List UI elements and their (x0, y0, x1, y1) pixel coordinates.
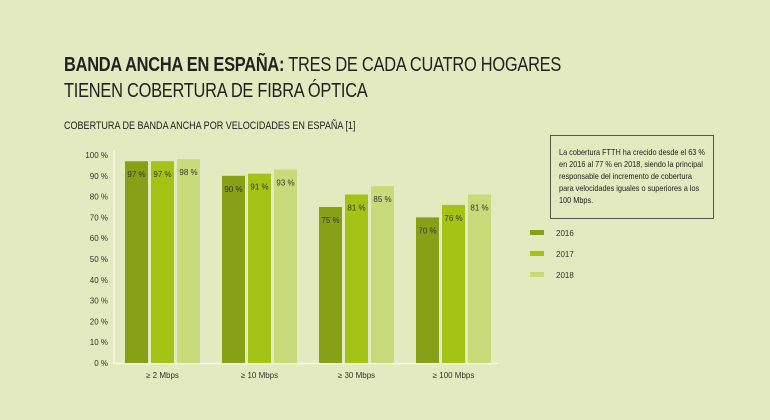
data-label: 76 % (444, 214, 462, 223)
y-tick-label: 70 % (90, 213, 108, 222)
data-label: 98 % (179, 168, 197, 177)
title-bold: BANDA ANCHA EN ESPAÑA: (64, 54, 285, 76)
y-tick-label: 80 % (90, 193, 108, 202)
data-label: 81 % (347, 204, 365, 213)
title-rest: TRES DE CADA CUATRO HOGARES TIENEN COBER… (64, 54, 562, 102)
bar-2018 (177, 159, 200, 363)
bar-2018 (371, 186, 394, 363)
chart-title: COBERTURA DE BANDA ANCHA POR VELOCIDADES… (64, 120, 356, 132)
y-tick-label: 40 % (90, 276, 108, 285)
y-tick-label: 60 % (90, 234, 108, 243)
legend-swatch-2018 (530, 272, 544, 277)
x-tick-label: ≥ 30 Mbps (338, 371, 375, 380)
bar-2016 (125, 161, 148, 363)
data-label: 91 % (250, 183, 268, 192)
note-text: La cobertura FTTH ha crecido desde el 63… (559, 147, 705, 205)
note-box: La cobertura FTTH ha crecido desde el 63… (550, 135, 714, 219)
bar-2018 (274, 169, 297, 363)
data-label: 85 % (373, 195, 391, 204)
y-tick-label: 20 % (90, 317, 108, 326)
y-tick-label: 100 % (85, 151, 108, 160)
data-label: 75 % (321, 216, 339, 225)
legend-swatch-2016 (530, 230, 544, 235)
x-tick-label: ≥ 100 Mbps (433, 371, 475, 380)
bar-2016 (222, 175, 245, 363)
data-label: 97 % (127, 170, 145, 179)
page-title: BANDA ANCHA EN ESPAÑA: TRES DE CADA CUAT… (64, 52, 622, 104)
data-label: 97 % (153, 170, 171, 179)
x-tick-label: ≥ 2 Mbps (146, 371, 179, 380)
legend-label: 2017 (556, 250, 574, 259)
bar-2018 (468, 194, 491, 363)
y-tick-label: 10 % (90, 338, 108, 347)
bar-2017 (248, 173, 271, 363)
bar-2016 (319, 207, 342, 363)
y-tick-label: 0 % (94, 359, 108, 368)
y-tick-label: 50 % (90, 255, 108, 264)
legend-label: 2018 (556, 271, 574, 280)
y-tick-label: 30 % (90, 297, 108, 306)
legend-label: 2016 (556, 229, 574, 238)
data-label: 90 % (224, 185, 242, 194)
legend-swatch-2017 (530, 251, 544, 256)
bar-2017 (345, 194, 368, 363)
y-tick-label: 90 % (90, 172, 108, 181)
bar-2017 (151, 161, 174, 363)
data-label: 81 % (470, 204, 488, 213)
data-label: 93 % (276, 179, 294, 188)
bar-2016 (416, 217, 439, 363)
bar-2017 (442, 204, 465, 363)
data-label: 70 % (418, 226, 436, 235)
x-tick-label: ≥ 10 Mbps (241, 371, 278, 380)
